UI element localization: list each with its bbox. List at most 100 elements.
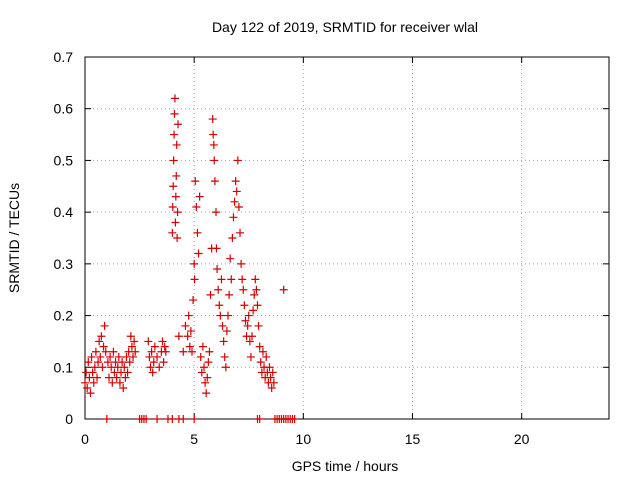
data-point	[245, 337, 254, 346]
data-point	[150, 342, 159, 351]
y-tick-label: 0	[65, 411, 73, 427]
data-point	[95, 337, 104, 346]
data-point	[89, 378, 98, 387]
x-tick-label: 20	[514, 431, 530, 447]
data-point	[131, 347, 140, 356]
data-point	[119, 383, 128, 392]
data-point	[254, 321, 263, 330]
data-point	[229, 213, 238, 222]
data-point	[149, 358, 158, 367]
data-point	[199, 363, 208, 372]
data-point	[233, 156, 242, 165]
y-tick-label: 0.6	[54, 101, 74, 117]
data-point	[244, 311, 253, 320]
data-point	[103, 358, 112, 367]
data-point	[161, 347, 170, 356]
data-point	[228, 234, 237, 242]
data-point	[118, 358, 127, 367]
plot-frame	[84, 56, 610, 420]
data-point	[102, 415, 111, 423]
data-point	[196, 352, 205, 361]
data-point	[123, 368, 132, 377]
data-point	[202, 389, 211, 398]
data-point	[121, 373, 130, 382]
data-point	[179, 415, 188, 423]
y-tick-label: 0.7	[54, 49, 74, 65]
data-point	[83, 383, 92, 392]
data-point	[219, 337, 228, 346]
data-point	[240, 301, 249, 310]
data-point	[153, 352, 162, 361]
x-tick-label: 5	[190, 431, 198, 447]
data-point	[147, 347, 156, 356]
data-point	[101, 347, 110, 356]
data-point	[126, 332, 135, 341]
data-point	[210, 156, 219, 165]
data-point	[179, 347, 188, 356]
data-point	[169, 182, 178, 191]
data-point	[236, 228, 245, 237]
data-point	[114, 352, 123, 361]
y-tick-label: 0.3	[54, 256, 74, 272]
data-point	[201, 378, 210, 387]
data-point	[98, 363, 107, 372]
data-point	[172, 171, 181, 180]
data-point	[100, 321, 109, 330]
data-point	[106, 352, 115, 361]
data-point	[120, 363, 129, 372]
data-point	[216, 311, 225, 320]
x-tick-label: 0	[81, 431, 89, 447]
data-point	[246, 352, 255, 361]
data-point	[194, 249, 203, 258]
data-point	[258, 347, 267, 356]
data-point	[187, 347, 196, 356]
data-point	[262, 352, 271, 361]
data-point	[158, 337, 167, 346]
data-point	[125, 358, 134, 367]
data-point	[231, 177, 240, 186]
data-point	[87, 352, 96, 361]
data-point	[253, 301, 262, 310]
data-point	[144, 337, 153, 346]
data-point	[146, 363, 155, 372]
data-points	[81, 94, 299, 423]
data-point	[174, 332, 183, 341]
y-tick-label: 0.5	[54, 152, 74, 168]
data-point	[105, 373, 114, 382]
data-point	[184, 311, 193, 320]
data-point	[222, 327, 231, 336]
y-tick-label: 0.1	[54, 359, 74, 375]
data-point	[171, 192, 180, 201]
data-point	[130, 337, 139, 346]
data-point	[241, 316, 250, 325]
data-point	[170, 109, 179, 118]
data-point	[252, 285, 261, 294]
data-point	[173, 208, 182, 217]
data-point	[209, 140, 218, 149]
data-point	[217, 275, 226, 284]
data-point	[205, 347, 214, 356]
x-axis-label: GPS time / hours	[292, 458, 399, 474]
data-point	[214, 285, 223, 294]
data-point	[227, 275, 236, 284]
data-point	[267, 383, 276, 392]
y-tick-label: 0.4	[54, 204, 74, 220]
data-point	[266, 373, 275, 382]
data-point	[239, 285, 248, 294]
x-tick-label: 15	[405, 431, 421, 447]
axis-ticks: 0 0.1 0.2 0.3 0.4 0.5 0.6 0.7 0 5 10 15 20	[54, 49, 609, 447]
data-point	[91, 347, 100, 356]
data-point	[90, 363, 99, 372]
data-point	[232, 187, 241, 196]
data-point	[97, 332, 106, 341]
data-point	[171, 218, 180, 227]
data-point	[213, 265, 222, 274]
data-point	[215, 301, 224, 310]
data-point	[195, 192, 204, 201]
data-point	[243, 321, 252, 330]
data-point	[93, 373, 102, 382]
data-point	[269, 378, 278, 387]
data-point	[159, 358, 168, 367]
data-point	[94, 358, 103, 367]
